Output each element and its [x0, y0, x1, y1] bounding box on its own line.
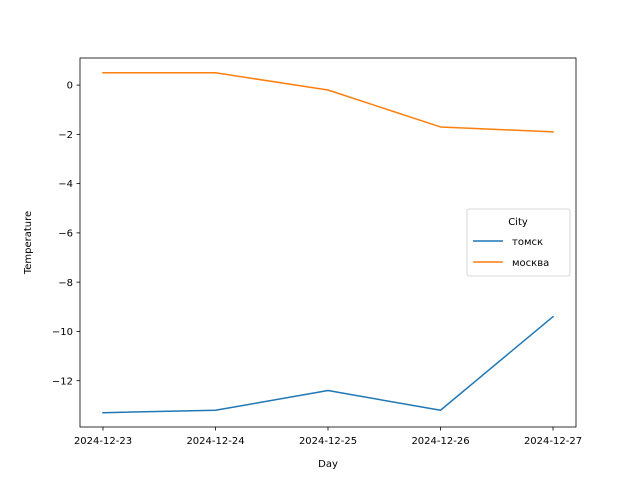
x-tick-label: 2024-12-26: [411, 436, 469, 447]
x-tick-label: 2024-12-23: [74, 436, 132, 447]
x-axis: 2024-12-23 2024-12-24 2024-12-25 2024-12-26…: [74, 427, 582, 447]
y-axis-label: Temperature: [23, 211, 34, 275]
legend-box: [466, 208, 571, 277]
y-tick-label: −4: [58, 179, 73, 190]
series-line-tomsk: [102, 315, 555, 414]
x-axis-label: Day: [318, 459, 338, 470]
y-axis: 0 −2 −4 −6 −8 −10 −12: [52, 81, 80, 387]
legend-entry-moskva: москва: [512, 258, 549, 269]
y-tick-label: −12: [52, 376, 73, 387]
x-tick-label: 2024-12-25: [299, 436, 357, 447]
y-tick-label: 0: [67, 81, 73, 92]
legend-title: City: [508, 217, 528, 228]
y-tick-label: −8: [58, 278, 73, 289]
legend-entry-tomsk: томск: [512, 237, 543, 248]
y-tick-label: −2: [58, 130, 73, 141]
series-line-moskva: [102, 72, 554, 133]
legend: City томск москва: [466, 208, 571, 277]
series-layer: [102, 72, 555, 414]
x-tick-label: 2024-12-24: [186, 436, 244, 447]
y-tick-label: −6: [58, 228, 73, 239]
x-tick-label: 2024-12-27: [524, 436, 582, 447]
y-tick-label: −10: [52, 327, 73, 338]
